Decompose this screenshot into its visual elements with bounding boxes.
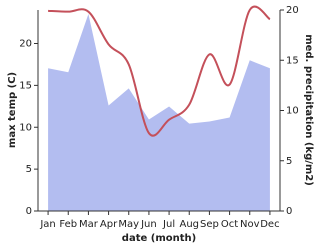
x-tick-label: Aug — [179, 219, 199, 230]
precipitation-area — [48, 14, 270, 211]
x-tick-label: Nov — [240, 219, 260, 230]
y-tick-label: 20 — [19, 39, 32, 50]
x-tick-label: Jul — [162, 219, 175, 230]
x-tick-label: Jan — [39, 219, 55, 230]
x-tick-label: Oct — [221, 219, 238, 230]
x-axis-label: date (month) — [122, 233, 196, 244]
y2-tick-label: 0 — [286, 206, 292, 217]
y2-tick-label: 15 — [286, 55, 299, 66]
y2-axis-label: med. precipitation (kg/m2) — [303, 34, 314, 186]
temperature-line — [48, 5, 271, 137]
x-tick-label: Mar — [79, 219, 99, 230]
y-tick-label: 0 — [26, 206, 32, 217]
x-tick-label: Sep — [200, 219, 219, 230]
x-tick-label: Jun — [140, 219, 157, 230]
y2-tick-label: 10 — [286, 106, 299, 117]
y-tick-label: 5 — [26, 164, 32, 175]
y2-tick-label: 20 — [286, 5, 299, 16]
x-tick-label: Apr — [100, 219, 118, 230]
y-tick-label: 10 — [19, 122, 32, 133]
y-tick-label: 15 — [19, 80, 32, 91]
y-axis-label: max temp (C) — [7, 72, 18, 148]
x-tick-label: Dec — [260, 219, 279, 230]
x-tick-label: May — [118, 219, 139, 230]
x-tick-label: Feb — [59, 219, 77, 230]
y2-tick-label: 5 — [286, 156, 292, 167]
